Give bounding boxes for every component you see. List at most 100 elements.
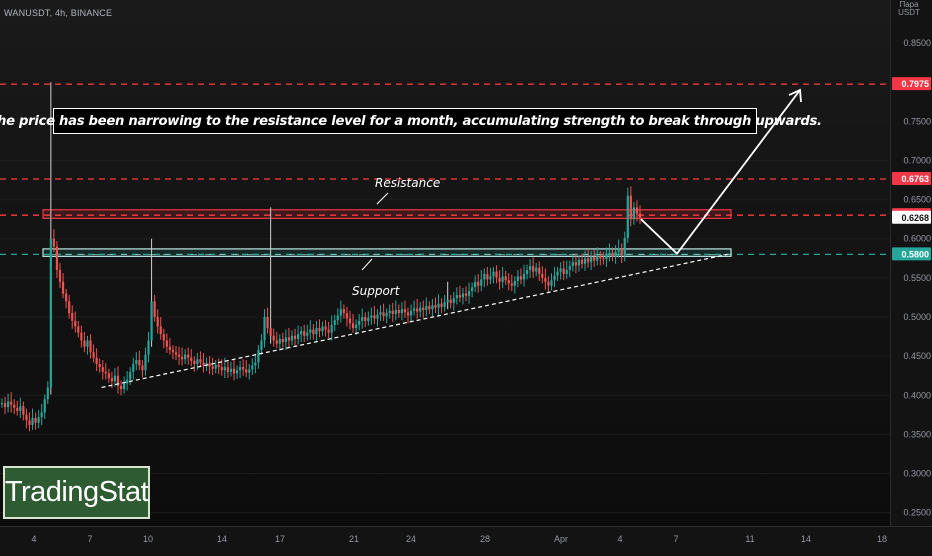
time-axis[interactable]: 4 7 10 14 17 21 24 28 Apr 4 7 11 14 18 xyxy=(0,526,932,551)
candle-body xyxy=(596,255,599,261)
candle xyxy=(492,266,495,284)
time-axis-ticks: 4 7 10 14 17 21 24 28 Apr 4 7 11 14 18 xyxy=(31,534,887,544)
candle-body xyxy=(132,363,135,372)
candle-body xyxy=(617,248,620,253)
candle xyxy=(77,320,80,338)
candle-body xyxy=(379,312,382,315)
candle-body xyxy=(159,326,162,335)
price-tick-label: 0.4000 xyxy=(903,390,931,400)
candle-body xyxy=(266,317,269,328)
candle-body xyxy=(437,303,440,308)
candle-body xyxy=(110,378,113,382)
price-axis-ticks: 0.8500 0.7500 0.7000 0.6500 0.6000 0.5500 0.50… xyxy=(892,38,931,518)
candle xyxy=(324,320,327,337)
candle xyxy=(455,287,458,305)
candle-body xyxy=(141,365,144,371)
candle xyxy=(71,305,74,329)
candle-body xyxy=(226,367,229,372)
candle xyxy=(214,360,217,374)
candle-body xyxy=(522,273,526,280)
candle-body xyxy=(443,302,446,307)
candle-body xyxy=(272,335,275,341)
candle xyxy=(132,357,135,380)
candle-body xyxy=(333,320,336,325)
candle-body xyxy=(65,293,68,302)
candle xyxy=(141,360,144,378)
candle xyxy=(367,311,370,326)
candle-body xyxy=(31,417,34,426)
candle-body xyxy=(184,354,187,360)
candle-body xyxy=(345,313,349,319)
candle-body xyxy=(525,270,529,274)
candle-body xyxy=(440,303,443,307)
candle xyxy=(40,403,43,426)
candle xyxy=(61,273,65,299)
candle-body xyxy=(629,195,632,220)
candle xyxy=(556,266,559,282)
candle-body xyxy=(553,275,556,281)
candle-body xyxy=(419,307,422,312)
support-label: Support xyxy=(352,284,400,298)
candle xyxy=(266,307,269,334)
candle-body xyxy=(535,267,538,272)
candle xyxy=(293,328,297,346)
price-label-text: 0.7975 xyxy=(901,79,929,89)
candle xyxy=(260,334,263,355)
candle xyxy=(376,309,379,327)
candle xyxy=(458,285,461,303)
candle xyxy=(43,394,46,419)
candle-body xyxy=(474,281,477,288)
candle-body xyxy=(477,281,480,286)
candle-body xyxy=(413,308,416,311)
candle-body xyxy=(281,338,284,343)
candle xyxy=(321,321,324,336)
candle-body xyxy=(147,340,150,355)
candle xyxy=(211,357,214,375)
price-label-current: 0.6268 xyxy=(892,210,931,224)
candle xyxy=(251,358,254,375)
candle-body xyxy=(199,359,202,363)
candle-body xyxy=(593,256,596,261)
price-axis[interactable]: 0.8500 0.7500 0.7000 0.6500 0.6000 0.5500 0.50… xyxy=(890,0,932,526)
candle-body xyxy=(495,271,498,278)
candle-body xyxy=(583,258,587,264)
candle xyxy=(413,300,416,316)
candle xyxy=(330,315,333,341)
candle xyxy=(489,267,492,285)
candle-body xyxy=(248,369,251,373)
candle xyxy=(31,408,34,430)
chart-pane[interactable]: WANUSDT, 4h, BINANCE The price has been … xyxy=(0,0,890,526)
candle-body xyxy=(355,324,358,328)
candle xyxy=(229,361,233,377)
resistance-zone xyxy=(42,209,732,219)
candle xyxy=(623,231,626,262)
price-label-red: 0.6763 xyxy=(892,172,931,186)
candle-body xyxy=(471,287,474,292)
candle xyxy=(626,187,629,243)
candle-body xyxy=(202,362,205,366)
candle-body xyxy=(284,337,287,343)
candle-body xyxy=(510,283,513,286)
candle xyxy=(529,259,532,278)
time-tick-label: 14 xyxy=(217,534,227,544)
candle-body xyxy=(385,313,388,317)
candle-body xyxy=(614,252,617,257)
candle xyxy=(422,300,425,318)
candle xyxy=(541,266,544,284)
candle xyxy=(193,356,196,372)
candle xyxy=(7,393,10,413)
candle-body xyxy=(373,315,376,319)
candle xyxy=(342,304,345,319)
price-chart[interactable] xyxy=(0,0,890,526)
candle xyxy=(635,200,639,222)
trendline-group xyxy=(101,192,728,389)
candle-body xyxy=(409,310,413,316)
candle-body xyxy=(107,373,110,379)
candle xyxy=(263,309,266,348)
candle-body xyxy=(571,262,574,267)
candle-body xyxy=(275,340,278,344)
candle-body xyxy=(220,367,223,371)
candle-body xyxy=(449,299,452,303)
candle xyxy=(92,344,95,363)
candle xyxy=(98,358,101,373)
